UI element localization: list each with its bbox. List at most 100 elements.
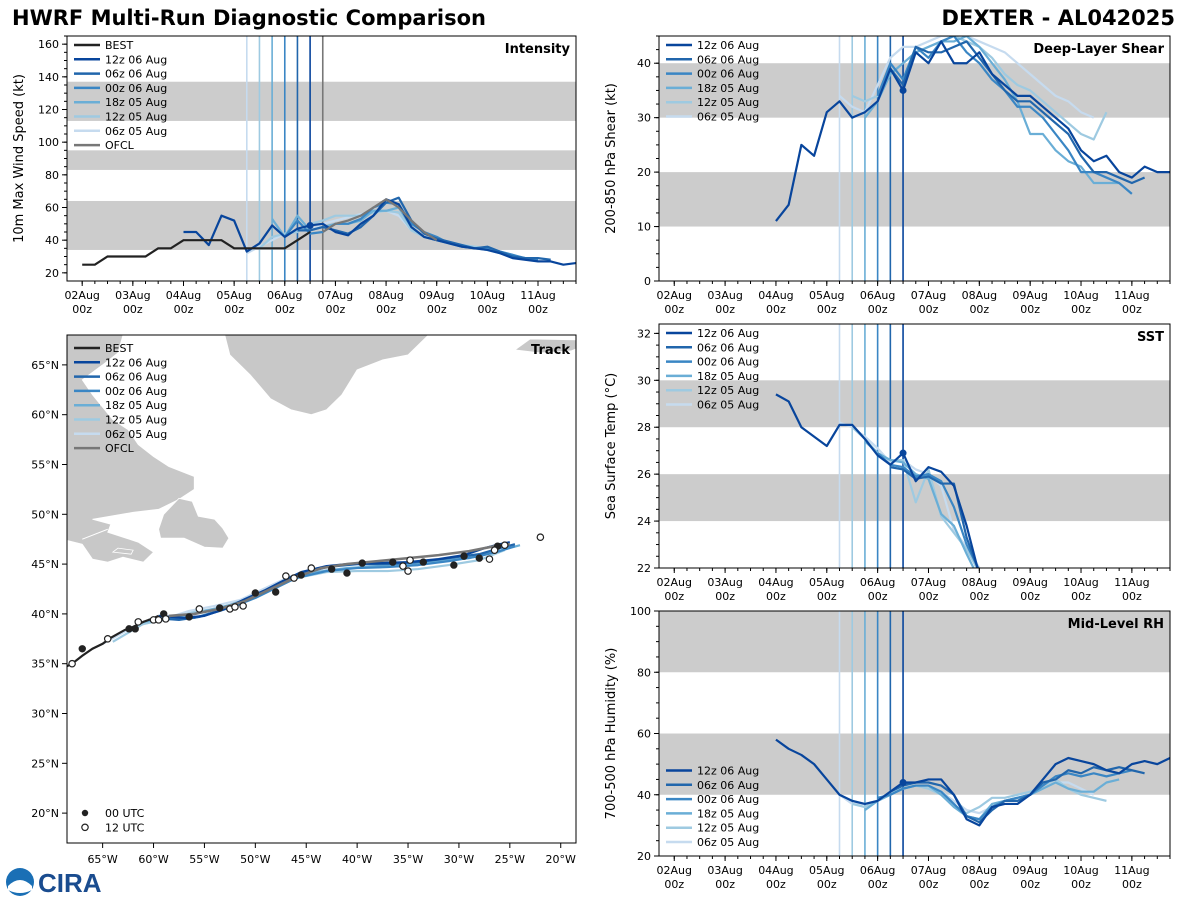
legend-label: 12z 05 Aug [697,96,759,109]
y-tick-label: 26 [637,468,651,481]
x-tick-label: 10Aug [470,289,505,302]
x-tick-label-hour: 00z [664,303,684,316]
x-tick-label: 45°W [291,853,321,866]
legend-label: OFCL [105,139,135,152]
x-tick-label: 05Aug [809,576,844,589]
x-tick-label-hour: 00z [528,303,548,316]
legend-label: 06z 06 Aug [697,341,759,354]
legend-label: 12z 06 Aug [697,39,759,52]
y-tick-label: 40°N [31,608,59,621]
x-tick-label: 07Aug [911,576,946,589]
x-tick-label: 11Aug [1114,864,1149,877]
series-line [775,738,1170,827]
x-tick-label: 08Aug [962,289,997,302]
marker-12utc [399,562,407,570]
intensity-band [67,150,576,170]
y-tick-label: 60 [45,202,59,215]
x-tick-label-hour: 00z [715,303,735,316]
legend-label: 18z 05 Aug [697,82,759,95]
marker-00utc [450,561,458,569]
legend-label: 18z 05 Aug [697,370,759,383]
y-tick-label: 20°N [31,807,59,820]
plot-area-rh [659,611,1170,856]
legend-label: 06z 05 Aug [697,399,759,412]
marker-12utc [485,555,494,563]
x-tick-label: 55°W [189,853,219,866]
x-tick-label-hour: 00z [1071,303,1091,316]
init-point [306,221,314,229]
init-point [899,449,907,457]
y-tick-label: 50°N [31,508,59,521]
x-tick-label-hour: 00z [766,303,786,316]
logo: CIRA [6,868,102,898]
init-point [899,86,907,94]
marker-12utc [282,572,290,580]
y-tick-label: 30°N [31,708,59,721]
y-tick-label: 40 [637,789,651,802]
panel-frame [658,323,1171,569]
x-tick-label: 50°W [240,853,270,866]
legend-label: 06z 06 Aug [697,779,759,792]
legend-label: 06z 05 Aug [697,836,759,849]
legend-label: 00z 06 Aug [105,385,167,398]
marker-00utc [78,645,86,653]
y-tick-label: 140 [38,71,59,84]
legend-label: 12z 05 Aug [697,822,759,835]
marker-00utc [251,589,260,597]
ofcl-track [168,542,510,618]
marker-00utc [358,559,366,567]
legend-label: 00z 06 Aug [697,793,759,806]
legend-label: 12z 06 Aug [105,356,167,369]
land-mass [224,335,429,416]
legend-label: 00z 06 Aug [105,82,167,95]
x-tick-label-hour: 00z [868,878,888,891]
y-tick-label: 0 [644,275,651,288]
plot-area-shear [659,36,1170,281]
marker-12utc [536,533,545,542]
x-tick-label: 08Aug [368,289,403,302]
y-tick-label: 28 [637,421,651,434]
panel-track: 65°W 60°W 55°W 50°W 45°W 40°W 35°W 30°W 25°W 20°W… [31,334,577,866]
x-tick-label-hour: 00z [664,878,684,891]
legend-label: 18z 05 Aug [697,807,759,820]
panel-title: Intensity [505,42,571,57]
marker-12utc [239,602,247,610]
y-tick-label: 20 [637,166,651,179]
y-tick-label: 40 [637,57,651,70]
panel-title: Deep-Layer Shear [1033,42,1164,57]
y-axis-label: Sea Surface Temp (°C) [604,373,619,520]
legend-label: 06z 06 Aug [105,68,167,81]
series-line [876,452,980,568]
y-tick-label: 32 [637,327,651,340]
legend-label: BEST [105,39,133,52]
ofcl-line [322,198,438,242]
y-tick-label: 100 [630,605,651,618]
legend-label: BEST [105,342,133,355]
x-tick-label: 02Aug [657,864,692,877]
x-tick-label: 10Aug [1063,576,1098,589]
x-tick-label: 05Aug [809,289,844,302]
x-tick-label-hour: 00z [1122,303,1142,316]
legend-label: 06z 06 Aug [105,371,167,384]
x-tick-label: 05Aug [216,289,251,302]
x-tick-label: 03Aug [707,576,742,589]
x-tick-label: 02Aug [64,289,99,302]
marker-12utc [103,635,112,643]
marker-legend-label: 00 UTC [105,807,145,820]
best-track-line [82,231,311,266]
legend-label: 00z 06 Aug [697,356,759,369]
legend-label: 00z 06 Aug [697,68,759,81]
intensity-band [659,611,1170,673]
legend-label: 12z 06 Aug [105,53,167,66]
y-tick-label: 60 [637,728,651,741]
marker-12utc [307,564,316,572]
marker-00utc [185,613,193,621]
marker-00utc [389,558,397,566]
x-tick-label-hour: 00z [817,303,837,316]
x-tick-label: 02Aug [657,576,692,589]
y-tick-label: 35°N [31,658,59,671]
marker-12utc [500,541,509,549]
panel-title: Mid-Level RH [1068,617,1164,632]
intensity-band [67,81,576,121]
x-tick-label: 30°W [444,853,474,866]
